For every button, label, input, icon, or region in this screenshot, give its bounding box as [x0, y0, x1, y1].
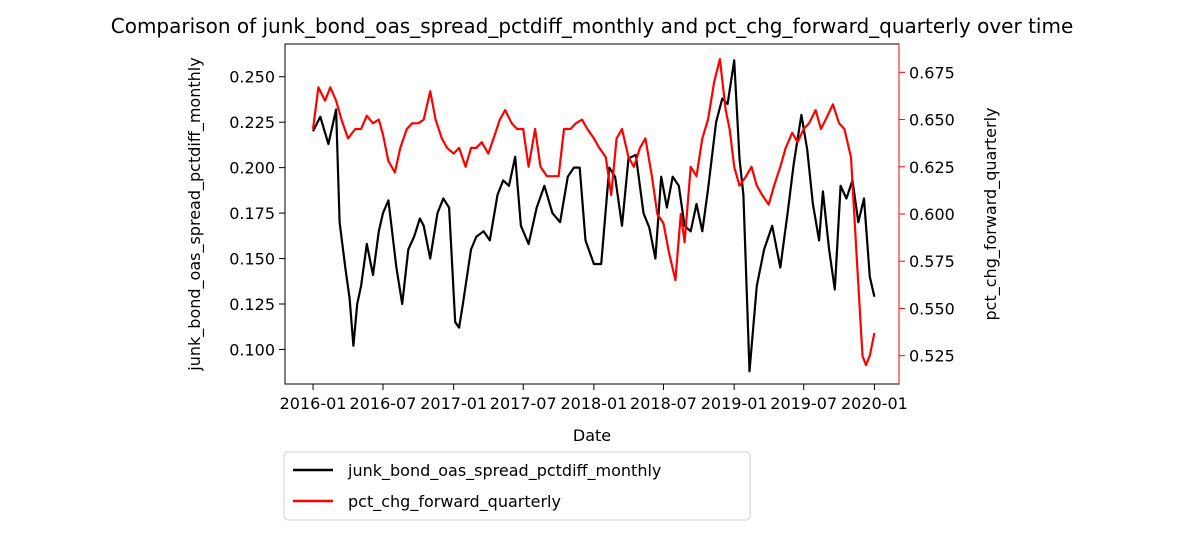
- x-tick-label: 2018-01: [560, 394, 627, 413]
- x-tick-label: 2016-07: [350, 394, 417, 413]
- legend-label-pct-chg: pct_chg_forward_quarterly: [348, 492, 561, 512]
- x-tick-label: 2019-01: [701, 394, 768, 413]
- right-y-tick-label: 0.575: [909, 252, 955, 271]
- plot-frame: [284, 43, 900, 385]
- right-y-tick-label: 0.525: [909, 347, 955, 366]
- x-axis-label: Date: [573, 426, 611, 445]
- left-y-tick-label: 0.175: [229, 204, 275, 223]
- series-line-pct-chg: [311, 57, 876, 367]
- left-y-tick-label: 0.225: [229, 113, 275, 132]
- left-y-tick-label: 0.100: [229, 340, 275, 359]
- x-axis-ticks: 2016-01 2016-07 2017-01 2017-07 2018-01 2018-…: [280, 384, 908, 413]
- legend: junk_bond_oas_spread_pctdiff_monthly pct…: [283, 451, 751, 521]
- left-y-tick-label: 0.200: [229, 159, 275, 178]
- left-y-tick-label: 0.150: [229, 250, 275, 269]
- left-y-axis-ticks: 0.100 0.125 0.150 0.175 0.200 0.225 0.250: [229, 68, 285, 359]
- x-tick-label: 2016-01: [280, 394, 347, 413]
- legend-box: [283, 451, 751, 521]
- series-line-junk-bond: [312, 59, 876, 373]
- x-tick-label: 2017-07: [490, 394, 557, 413]
- x-tick-label: 2020-01: [841, 394, 908, 413]
- left-y-axis-label: junk_bond_oas_spread_pctdiff_monthly: [185, 57, 205, 371]
- right-y-axis-label: pct_chg_forward_quarterly: [981, 108, 1001, 321]
- x-tick-label: 2018-07: [630, 394, 697, 413]
- right-y-tick-label: 0.650: [909, 111, 955, 130]
- right-y-axis-ticks: 0.525 0.550 0.575 0.600 0.625 0.650 0.675: [898, 44, 955, 384]
- x-tick-label: 2017-01: [420, 394, 487, 413]
- right-y-tick-label: 0.600: [909, 205, 955, 224]
- x-tick-label: 2019-07: [770, 394, 837, 413]
- series-layer: [311, 57, 876, 373]
- right-y-tick-label: 0.550: [909, 299, 955, 318]
- right-y-tick-label: 0.675: [909, 63, 955, 82]
- left-y-tick-label: 0.125: [229, 295, 275, 314]
- legend-label-junk-bond: junk_bond_oas_spread_pctdiff_monthly: [347, 461, 661, 481]
- chart-title: Comparison of junk_bond_oas_spread_pctdi…: [111, 14, 1074, 38]
- right-y-tick-label: 0.625: [909, 158, 955, 177]
- left-y-tick-label: 0.250: [229, 68, 275, 87]
